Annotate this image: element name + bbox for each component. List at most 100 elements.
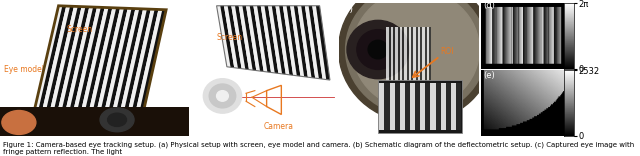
Polygon shape xyxy=(257,6,271,72)
Polygon shape xyxy=(290,6,304,77)
Polygon shape xyxy=(95,8,124,117)
Text: Camera: Camera xyxy=(264,122,294,131)
Polygon shape xyxy=(260,6,275,73)
Polygon shape xyxy=(228,6,242,69)
Polygon shape xyxy=(126,9,155,119)
Bar xyxy=(393,27,396,83)
Polygon shape xyxy=(130,9,159,119)
Polygon shape xyxy=(107,8,136,117)
Polygon shape xyxy=(103,8,132,117)
Polygon shape xyxy=(253,6,268,72)
Circle shape xyxy=(339,0,493,122)
Circle shape xyxy=(347,20,409,79)
Polygon shape xyxy=(264,6,278,73)
Circle shape xyxy=(216,91,228,101)
Polygon shape xyxy=(246,6,260,71)
Polygon shape xyxy=(92,8,120,116)
Bar xyxy=(410,83,415,130)
Circle shape xyxy=(368,40,388,59)
Bar xyxy=(397,27,400,83)
Bar xyxy=(396,27,397,83)
Circle shape xyxy=(357,30,399,69)
Bar xyxy=(422,27,425,83)
Bar xyxy=(425,27,427,83)
Polygon shape xyxy=(65,7,93,114)
Polygon shape xyxy=(216,6,230,67)
Bar xyxy=(427,27,429,83)
Bar xyxy=(409,27,412,83)
Polygon shape xyxy=(53,7,81,114)
Text: Camera: Camera xyxy=(76,121,106,130)
Bar xyxy=(395,83,400,130)
Bar xyxy=(378,80,463,133)
Bar xyxy=(429,27,431,83)
Bar xyxy=(451,83,456,130)
Text: Screen: Screen xyxy=(66,25,92,34)
Polygon shape xyxy=(45,6,74,113)
Text: ROI: ROI xyxy=(440,46,453,56)
Bar xyxy=(420,27,422,83)
Polygon shape xyxy=(138,10,166,120)
Text: (e): (e) xyxy=(483,71,495,80)
Polygon shape xyxy=(84,8,113,116)
Bar xyxy=(400,27,402,83)
Text: Eye model: Eye model xyxy=(4,65,44,74)
Circle shape xyxy=(346,0,486,116)
Polygon shape xyxy=(115,9,143,118)
Bar xyxy=(385,83,390,130)
Bar xyxy=(415,83,420,130)
Polygon shape xyxy=(72,7,101,115)
Bar xyxy=(420,83,426,130)
Polygon shape xyxy=(118,9,147,118)
Polygon shape xyxy=(235,6,249,70)
Polygon shape xyxy=(239,6,253,70)
Polygon shape xyxy=(243,6,256,71)
Circle shape xyxy=(2,110,36,134)
Polygon shape xyxy=(279,6,293,75)
Polygon shape xyxy=(220,6,234,68)
Circle shape xyxy=(204,79,242,113)
Polygon shape xyxy=(134,10,163,119)
Polygon shape xyxy=(122,9,151,119)
Bar xyxy=(0,107,189,136)
Bar xyxy=(440,83,445,130)
Bar xyxy=(404,27,406,83)
Polygon shape xyxy=(272,6,285,74)
Polygon shape xyxy=(283,6,297,76)
Polygon shape xyxy=(305,6,319,79)
Bar xyxy=(416,27,418,83)
Bar xyxy=(391,27,393,83)
Bar xyxy=(426,83,431,130)
Polygon shape xyxy=(61,7,89,114)
Polygon shape xyxy=(111,9,140,118)
Bar xyxy=(406,27,409,83)
Polygon shape xyxy=(224,6,238,68)
Bar xyxy=(456,83,461,130)
Polygon shape xyxy=(76,7,105,115)
Bar xyxy=(431,83,436,130)
Bar xyxy=(387,27,388,83)
Polygon shape xyxy=(68,7,97,115)
Polygon shape xyxy=(57,7,85,114)
Polygon shape xyxy=(231,6,245,69)
Polygon shape xyxy=(301,6,316,78)
Bar xyxy=(445,83,451,130)
Text: (d): (d) xyxy=(483,1,495,10)
Polygon shape xyxy=(80,7,109,116)
Bar xyxy=(412,27,413,83)
Bar xyxy=(418,27,420,83)
Circle shape xyxy=(209,84,236,108)
Polygon shape xyxy=(88,8,116,116)
Polygon shape xyxy=(42,6,70,113)
Bar xyxy=(413,27,416,83)
Polygon shape xyxy=(38,6,66,112)
Text: (c): (c) xyxy=(341,5,353,14)
Circle shape xyxy=(100,108,134,132)
Bar xyxy=(402,27,404,83)
Polygon shape xyxy=(275,6,289,75)
Bar xyxy=(390,83,395,130)
Polygon shape xyxy=(287,6,301,76)
Bar xyxy=(400,83,405,130)
Polygon shape xyxy=(250,6,264,71)
Bar xyxy=(436,83,440,130)
